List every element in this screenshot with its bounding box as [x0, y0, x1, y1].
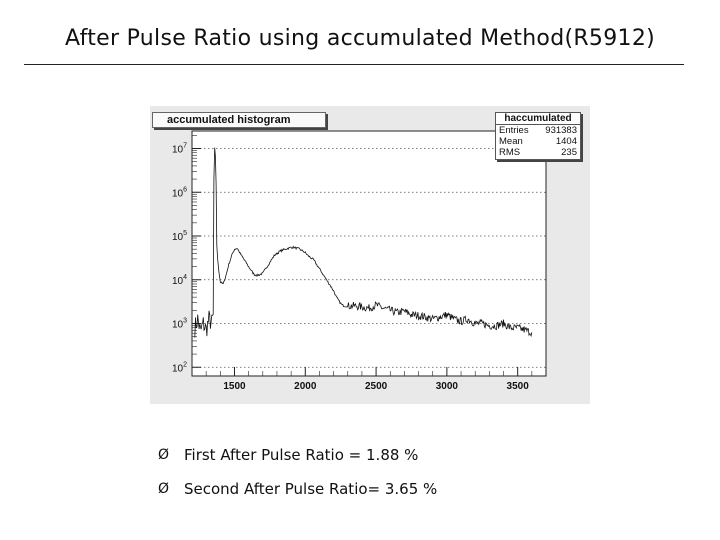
title-divider — [24, 64, 684, 65]
x-tick-label: 2500 — [365, 381, 388, 392]
bullet-text: Second After Pulse Ratio= 3.65 % — [184, 480, 438, 498]
stats-value: 931383 — [545, 125, 577, 136]
y-tick-label: 107 — [172, 143, 187, 156]
x-tick-label: 3000 — [436, 381, 459, 392]
stats-row-entries: Entries 931383 — [496, 125, 580, 136]
histogram-line — [194, 147, 533, 338]
stats-label: RMS — [499, 147, 521, 158]
bullet-item-second: Ø Second After Pulse Ratio= 3.65 % — [158, 472, 437, 506]
y-tick-label: 105 — [172, 230, 187, 243]
plot-frame — [191, 130, 547, 377]
stats-row-rms: RMS 235 — [496, 147, 580, 158]
histogram-title: accumulated histogram — [152, 112, 326, 128]
y-tick-label: 106 — [172, 186, 187, 199]
arrow-bullet-icon: Ø — [158, 447, 170, 463]
stats-label: Mean — [499, 136, 523, 147]
stats-label: Entries — [499, 125, 529, 136]
slide-title: After Pulse Ratio using accumulated Meth… — [65, 26, 655, 51]
bullet-item-first: Ø First After Pulse Ratio = 1.88 % — [158, 438, 437, 472]
stats-value: 235 — [561, 147, 577, 158]
y-tick-label: 102 — [172, 361, 187, 374]
x-tick-label: 3500 — [507, 381, 530, 392]
x-tick-label: 2000 — [294, 381, 317, 392]
x-tick-label: 1500 — [223, 381, 246, 392]
stats-box: haccumulated Entries 931383 Mean 1404 RM… — [495, 112, 581, 160]
bullet-text: First After Pulse Ratio = 1.88 % — [184, 446, 419, 464]
stats-title: haccumulated — [496, 113, 580, 125]
stats-row-mean: Mean 1404 — [496, 136, 580, 147]
stats-value: 1404 — [555, 136, 577, 147]
bullet-list: Ø First After Pulse Ratio = 1.88 % Ø Sec… — [158, 438, 437, 506]
y-tick-label: 103 — [172, 318, 187, 331]
y-tick-label: 104 — [172, 274, 187, 287]
arrow-bullet-icon: Ø — [158, 481, 170, 497]
